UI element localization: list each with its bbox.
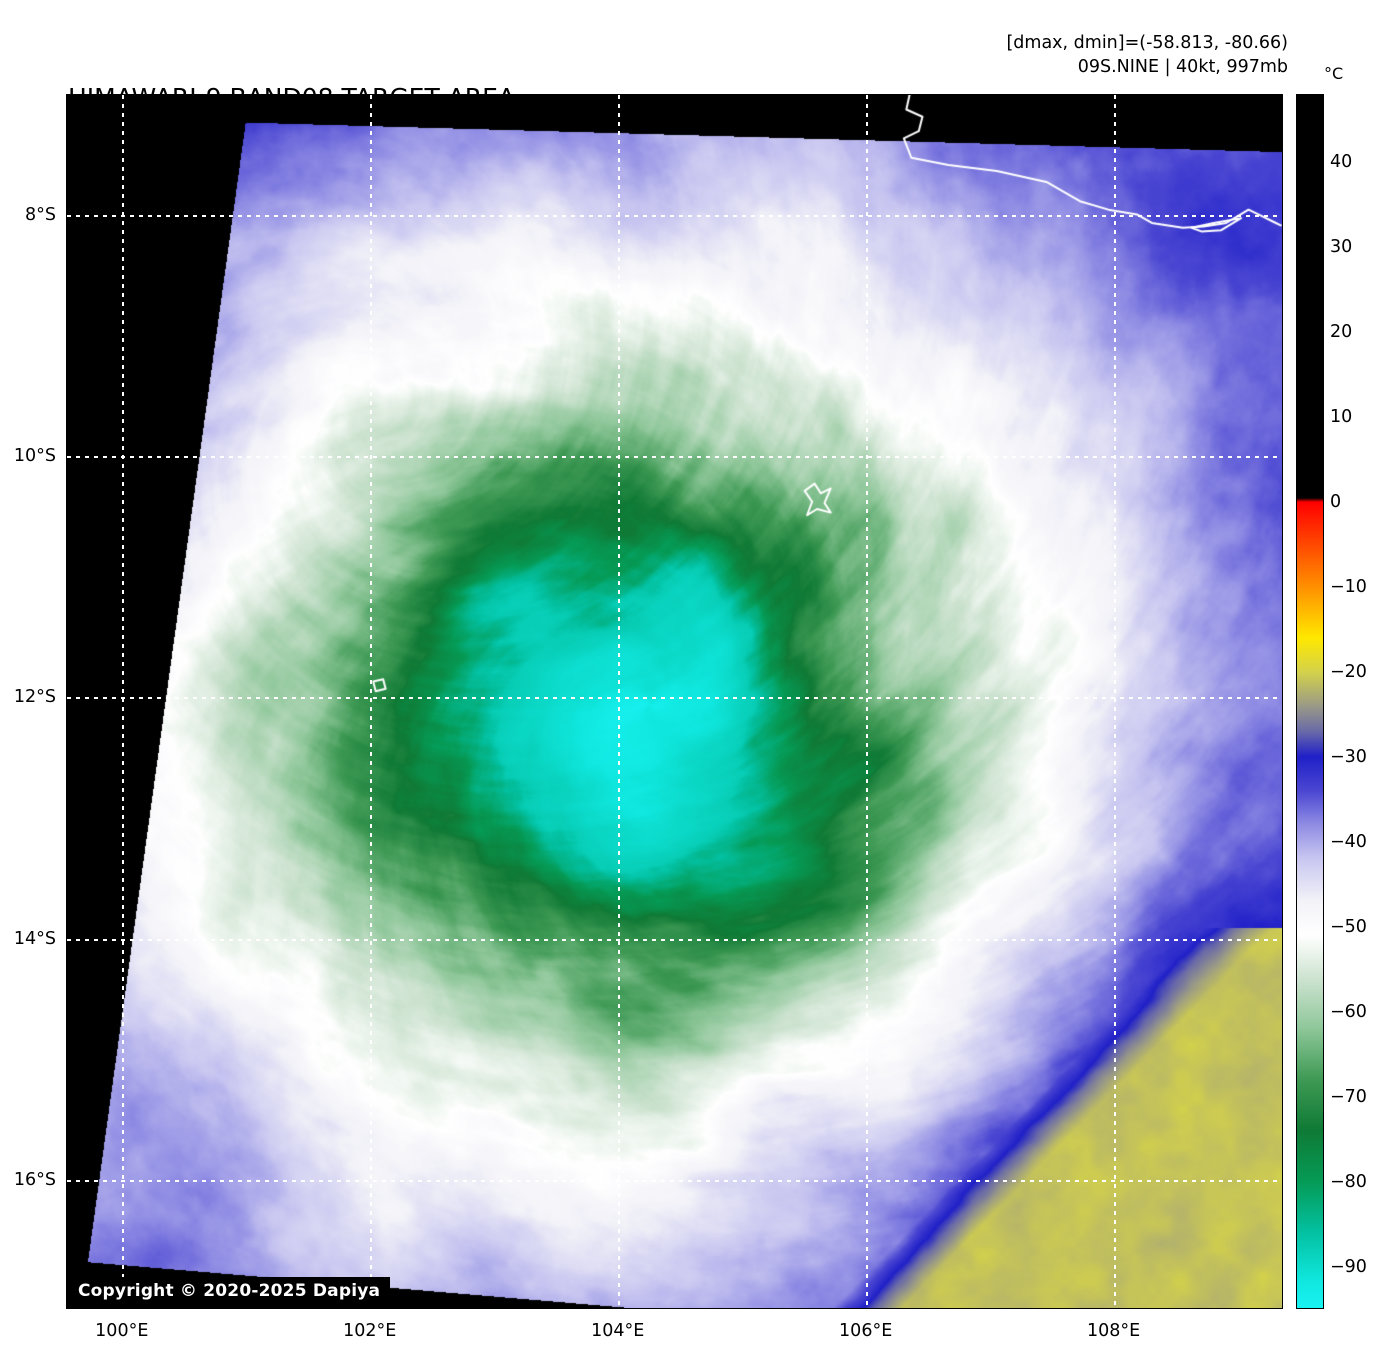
y-tick-label-14°S: 14°S <box>13 928 56 949</box>
colorbar-tick--80: −80 <box>1330 1171 1367 1192</box>
colorbar-tick--30: −30 <box>1330 746 1367 767</box>
y-tick-label-12°S: 12°S <box>13 687 56 708</box>
colorbar-tick-40: 40 <box>1330 151 1353 172</box>
x-tick-label-104°E: 104°E <box>591 1321 645 1341</box>
colorbar-tick--50: −50 <box>1330 916 1367 937</box>
colorbar-tick--40: −40 <box>1330 831 1367 852</box>
storm-info-label: 09S.NINE | 40kt, 997mb <box>1077 56 1288 77</box>
dmax-dmin-label: [dmax, dmin]=(-58.813, -80.66) <box>1006 33 1288 53</box>
colorbar-tick-30: 30 <box>1330 236 1353 257</box>
colorbar-tick-0: 0 <box>1330 491 1342 512</box>
colorbar-tick-10: 10 <box>1330 406 1353 427</box>
x-tick-label-102°E: 102°E <box>343 1321 397 1341</box>
y-tick-label-10°S: 10°S <box>13 446 56 467</box>
colorbar-unit-label: °C <box>1324 64 1344 83</box>
x-tick-label-108°E: 108°E <box>1087 1321 1141 1341</box>
satellite-infrared-raster <box>67 95 1282 1308</box>
copyright-notice: Copyright © 2020-2025 Dapiya <box>68 1277 391 1306</box>
x-tick-label-100°E: 100°E <box>95 1321 149 1341</box>
y-tick-label-8°S: 8°S <box>25 204 56 225</box>
temperature-colorbar[interactable] <box>1296 94 1324 1309</box>
colorbar-tick--10: −10 <box>1330 576 1367 597</box>
colorbar-tick--60: −60 <box>1330 1001 1367 1022</box>
satellite-image-plot[interactable] <box>66 94 1283 1309</box>
colorbar-gradient-fill <box>1297 95 1323 1308</box>
y-tick-label-16°S: 16°S <box>13 1170 56 1191</box>
colorbar-tick--70: −70 <box>1330 1086 1367 1107</box>
colorbar-tick--90: −90 <box>1330 1256 1367 1277</box>
colorbar-tick--20: −20 <box>1330 661 1367 682</box>
metadata-block: [dmax, dmin]=(-58.813, -80.66) 09S.NINE … <box>1006 32 1288 80</box>
x-tick-label-106°E: 106°E <box>839 1321 893 1341</box>
colorbar-tick-20: 20 <box>1330 321 1353 342</box>
